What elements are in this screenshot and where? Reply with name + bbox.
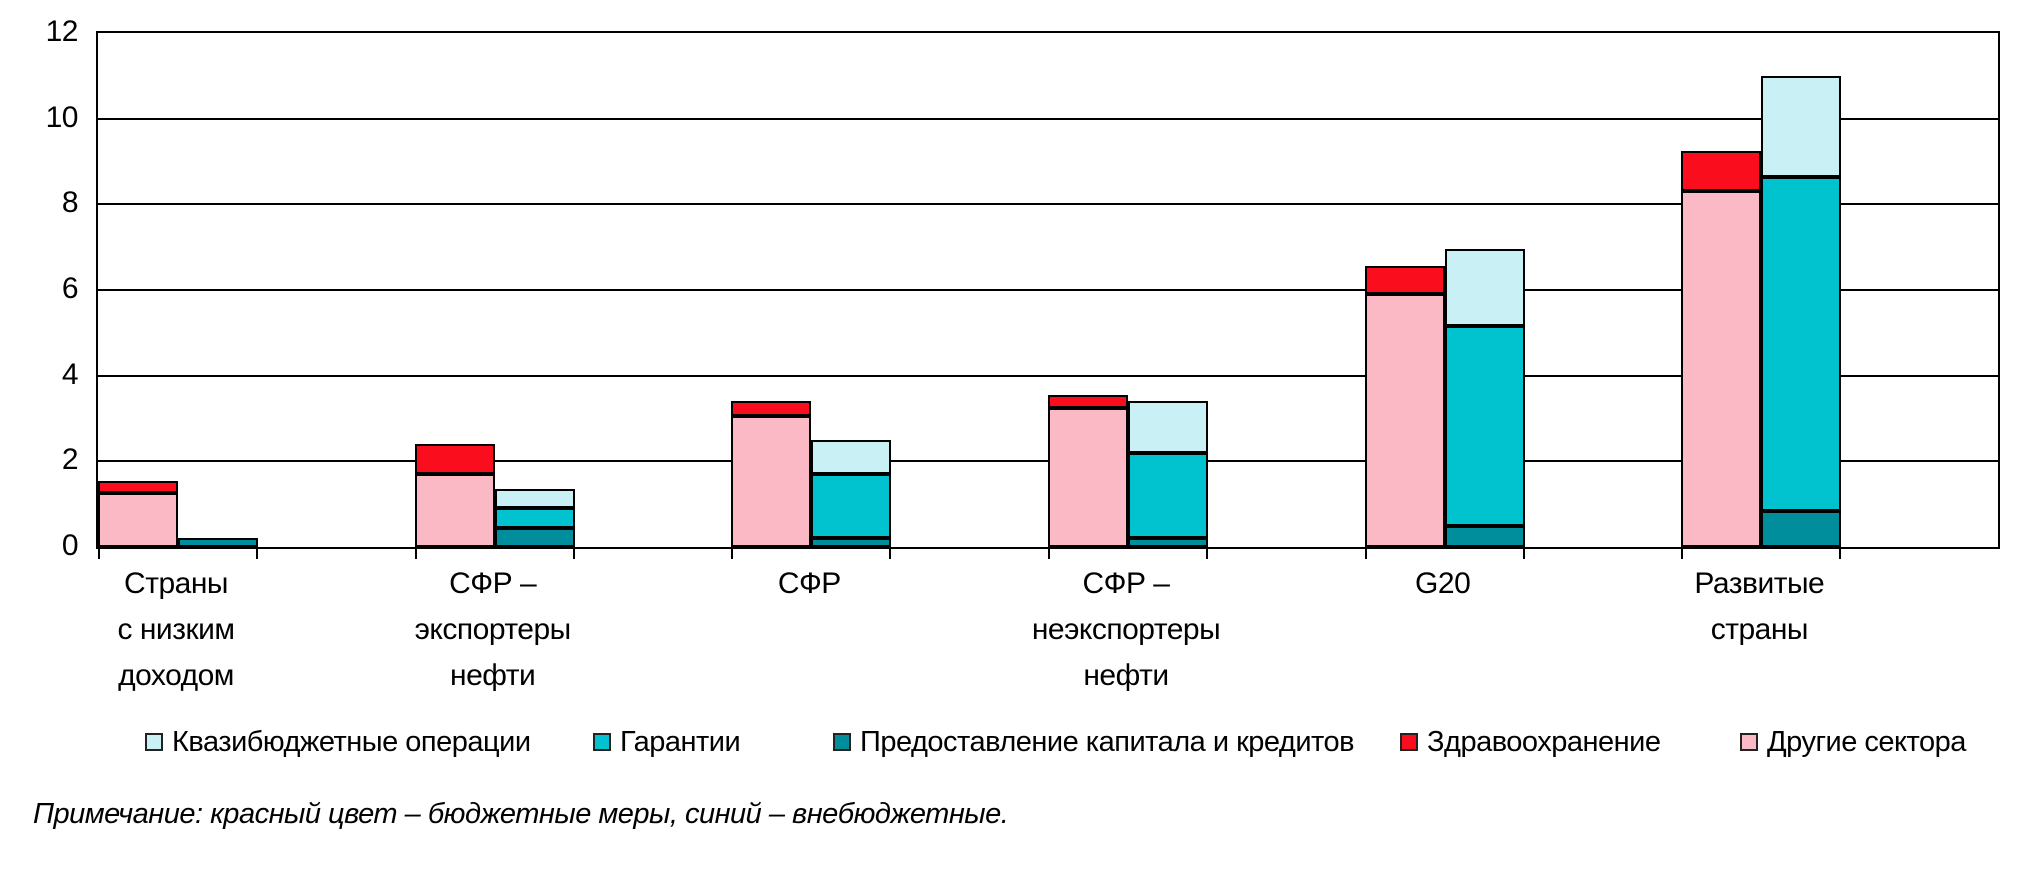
- legend-label-health: Здравоохранение: [1427, 725, 1661, 758]
- y-tick-label-2: 2: [61, 443, 79, 477]
- bar-segment-other_sectors-2: [414, 474, 495, 547]
- bar-segment-health-5: [1364, 266, 1445, 295]
- x-tick: [572, 549, 575, 559]
- legend-label-other_sectors: Другие сектора: [1767, 725, 1966, 758]
- bar-segment-other_sectors-4: [1048, 407, 1128, 547]
- legend-swatch-health: [1400, 733, 1418, 751]
- bar-segment-guarantees-5: [1444, 326, 1525, 526]
- x-tick: [256, 549, 258, 559]
- bar-segment-guarantees-3: [811, 474, 892, 539]
- category-label-line: СФР –: [1082, 567, 1170, 600]
- legend-swatch-equity_loans: [833, 733, 851, 751]
- gridline-10: [98, 117, 1998, 120]
- category-label-line: СФР –: [449, 567, 537, 600]
- x-tick: [98, 549, 100, 559]
- x-tick: [731, 549, 734, 559]
- legend-label-guarantees: Гарантии: [620, 725, 741, 758]
- category-label-4: СФР – неэкспортеры нефти: [966, 561, 1286, 699]
- legend-swatch-guarantees: [593, 733, 611, 751]
- category-label-line: G20: [1415, 567, 1471, 600]
- category-label-2: СФР – экспортеры нефти: [333, 561, 653, 699]
- bar-segment-guarantees-2: [494, 508, 575, 528]
- legend-label-equity_loans: Предоставление капитала и кредитов: [860, 725, 1355, 758]
- y-tick-label-12: 12: [45, 15, 79, 48]
- legend-item-quasi_fiscal: Квазибюджетные операции: [145, 726, 531, 758]
- bar-segment-health-2: [414, 444, 495, 475]
- bar-segment-equity_loans-6: [1761, 510, 1842, 547]
- bar-segment-equity_loans-3: [811, 538, 892, 547]
- legend-swatch-quasi_fiscal: [145, 733, 163, 751]
- category-label-line: Страны: [124, 567, 228, 600]
- bar-segment-other_sectors-5: [1364, 294, 1445, 547]
- y-tick-label-4: 4: [61, 357, 79, 391]
- bar-segment-health-4: [1048, 394, 1128, 408]
- legend-label-quasi_fiscal: Квазибюджетные операции: [172, 725, 531, 758]
- bar-segment-health-1: [98, 480, 178, 494]
- category-label-line: СФР: [777, 567, 841, 600]
- x-tick: [414, 549, 417, 559]
- y-tick-label-6: 6: [61, 272, 79, 305]
- bar-segment-health-3: [731, 401, 812, 417]
- y-tick-label-10: 10: [45, 100, 79, 134]
- category-label-3: СФР: [649, 561, 969, 607]
- bar-segment-other_sectors-6: [1681, 191, 1762, 547]
- category-label-line: нефти: [1083, 659, 1169, 692]
- bar-segment-quasi_fiscal-6: [1761, 75, 1842, 177]
- x-tick: [1048, 549, 1050, 559]
- legend-item-equity_loans: Предоставление капитала и кредитов: [833, 726, 1355, 758]
- bar-segment-other_sectors-1: [98, 493, 178, 547]
- bar-segment-equity_loans-2: [494, 527, 575, 547]
- bar-segment-quasi_fiscal-2: [494, 489, 575, 509]
- legend-item-other_sectors: Другие сектора: [1740, 726, 1966, 758]
- bar-segment-guarantees-4: [1128, 452, 1208, 539]
- bar-segment-equity_loans-4: [1128, 538, 1208, 547]
- bar-segment-health-6: [1681, 150, 1762, 192]
- x-tick: [1364, 549, 1367, 559]
- bar-segment-quasi_fiscal-3: [811, 439, 892, 475]
- bar-segment-quasi_fiscal-5: [1444, 249, 1525, 327]
- x-tick: [889, 549, 892, 559]
- category-label-line: страны: [1710, 613, 1809, 646]
- category-label-line: нефти: [450, 659, 536, 692]
- category-label-6: Развитые страны: [1599, 561, 1919, 653]
- gridline-4: [98, 374, 1998, 377]
- legend-swatch-other_sectors: [1740, 733, 1758, 751]
- bar-segment-other_sectors-3: [731, 416, 812, 547]
- x-tick: [1206, 549, 1208, 559]
- category-label-line: с низким: [117, 613, 235, 646]
- bar-segment-equity_loans-5: [1444, 525, 1525, 547]
- category-label-line: неэкспортеры: [1031, 613, 1221, 646]
- gridline-8: [98, 203, 1998, 206]
- bar-segment-guarantees-6: [1761, 176, 1842, 511]
- y-tick-label-8: 8: [61, 186, 79, 220]
- category-label-line: Развитые: [1694, 567, 1825, 600]
- x-tick: [1522, 549, 1525, 559]
- x-tick: [1681, 549, 1684, 559]
- bar-segment-equity_loans-1: [178, 538, 258, 547]
- category-label-1: Страны с низким доходом: [16, 561, 336, 699]
- gridline-6: [98, 289, 1998, 291]
- category-label-5: G20: [1283, 561, 1603, 607]
- legend-item-health: Здравоохранение: [1400, 726, 1661, 758]
- bar-segment-quasi_fiscal-4: [1128, 401, 1208, 453]
- category-label-line: экспортеры: [414, 613, 572, 646]
- legend-item-guarantees: Гарантии: [593, 726, 741, 758]
- category-label-line: доходом: [118, 659, 234, 692]
- x-tick: [1839, 549, 1842, 559]
- y-tick-label-0: 0: [61, 529, 79, 562]
- plot-area: [96, 31, 2000, 559]
- note-text: Примечание: красный цвет – бюджетные мер…: [33, 798, 1009, 830]
